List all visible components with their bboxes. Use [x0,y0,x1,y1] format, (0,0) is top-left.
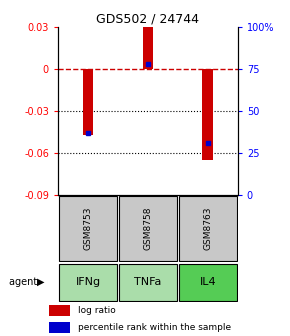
FancyBboxPatch shape [119,196,177,261]
Text: TNFa: TNFa [134,277,162,287]
Bar [202,69,213,160]
Title: GDS502 / 24744: GDS502 / 24744 [96,13,200,26]
Text: ▶: ▶ [37,277,44,287]
FancyBboxPatch shape [179,264,237,301]
FancyBboxPatch shape [179,196,237,261]
Bar [49,322,70,333]
FancyBboxPatch shape [59,196,117,261]
Text: percentile rank within the sample: percentile rank within the sample [78,323,231,332]
Text: log ratio: log ratio [78,306,116,315]
Text: GSM8763: GSM8763 [203,207,212,250]
FancyBboxPatch shape [119,264,177,301]
Text: IFNg: IFNg [75,277,101,287]
Text: GSM8753: GSM8753 [84,207,93,250]
Bar [49,305,70,316]
Bar [83,69,93,135]
Text: IL4: IL4 [200,277,216,287]
Bar [142,27,153,69]
FancyBboxPatch shape [59,264,117,301]
Text: GSM8758: GSM8758 [143,207,153,250]
Text: agent: agent [9,277,40,287]
